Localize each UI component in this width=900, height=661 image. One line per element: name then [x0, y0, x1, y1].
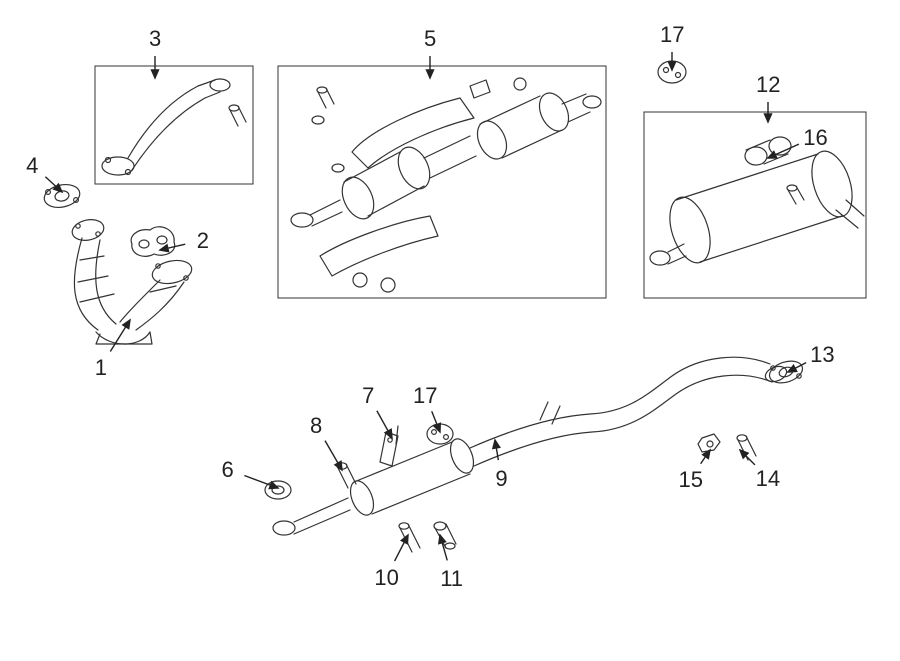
part-muffler — [650, 137, 864, 268]
exhaust-diagram — [0, 0, 900, 661]
callout-number: 14 — [756, 466, 780, 492]
part-heat-shield-lower — [320, 216, 438, 276]
leader-line — [325, 441, 342, 470]
callout-number: 17 — [660, 22, 684, 48]
part-gasket-6 — [265, 481, 291, 499]
leader-line — [395, 535, 408, 561]
callout-number: 15 — [678, 467, 702, 493]
leader-line — [152, 56, 159, 78]
callout-number: 8 — [310, 413, 322, 439]
part-heat-shield-upper — [352, 98, 474, 168]
callout-number: 6 — [222, 457, 234, 483]
leader-line — [740, 450, 755, 465]
callout-number: 13 — [810, 342, 834, 368]
leader-line — [427, 56, 434, 78]
callout-number: 3 — [149, 26, 161, 52]
part-converter-assy — [291, 88, 601, 227]
callout-number: 11 — [440, 566, 463, 592]
part-bracket-7 — [380, 432, 398, 466]
group-box — [644, 112, 866, 298]
callout-number: 10 — [374, 565, 398, 591]
part-fasteners-box5 — [312, 78, 526, 292]
callout-number: 17 — [413, 383, 437, 409]
part-bolt-box3 — [229, 105, 246, 126]
part-crossover-pipe — [102, 79, 230, 175]
part-nut-15 — [698, 434, 720, 452]
callout-number: 2 — [197, 228, 209, 254]
leader-line — [377, 411, 392, 438]
part-flange-gasket-4 — [42, 181, 82, 210]
leader-line — [110, 320, 130, 352]
callout-number: 16 — [803, 125, 827, 151]
callout-number: 4 — [26, 153, 38, 179]
part-gasket-13 — [767, 357, 806, 387]
callout-number: 5 — [424, 26, 436, 52]
callout-number: 9 — [495, 466, 507, 492]
part-nut-11 — [434, 522, 456, 549]
callout-number: 7 — [362, 383, 374, 409]
group-box — [278, 66, 606, 298]
callout-number: 1 — [95, 355, 107, 381]
callout-number: 12 — [756, 72, 780, 98]
leader-line — [432, 411, 441, 432]
